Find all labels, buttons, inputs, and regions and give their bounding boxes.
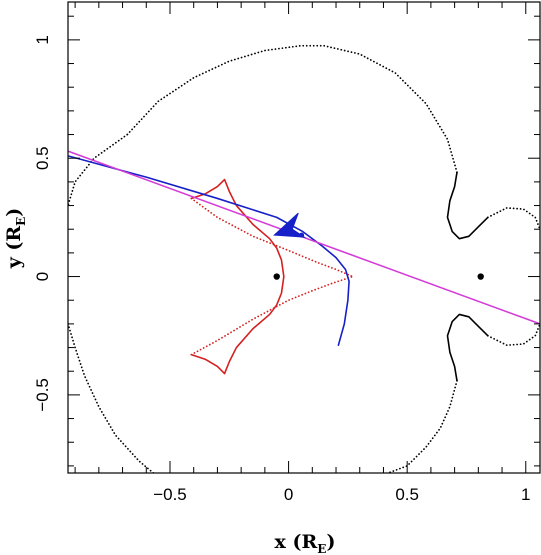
series-line-12 [68, 155, 350, 346]
y-tick-label: 1 [33, 35, 52, 44]
series-line-2 [446, 171, 489, 240]
y-axis-label: y (RE) [3, 208, 28, 270]
plot-frame [67, 1, 541, 474]
lens-left-point [273, 273, 280, 280]
x-tick-label: 0.5 [395, 485, 419, 504]
x-axis-label: x (RE) [275, 531, 336, 555]
x-tick-label: 1 [521, 485, 530, 504]
series-line-7 [387, 379, 458, 473]
series-line-1 [126, 44, 458, 174]
series-line-4 [446, 313, 489, 382]
plot-curves [68, 44, 540, 473]
y-tick-labels: −0.5 0 0.5 1 [33, 35, 52, 412]
x-tick-label: 0 [284, 485, 293, 504]
plot-points [273, 212, 484, 280]
y-tick-label: 0.5 [33, 146, 52, 170]
source-direction-arrow [273, 212, 307, 238]
y-tick-label: 0 [33, 272, 52, 281]
axis-ticks [68, 2, 540, 473]
y-tick-label: −0.5 [33, 378, 52, 412]
source-position-marker [299, 232, 305, 238]
series-line-3 [486, 207, 540, 231]
x-tick-label: −0.5 [153, 485, 187, 504]
series-line-6 [68, 323, 155, 473]
series-line-5 [486, 323, 540, 347]
series-line-10 [190, 197, 354, 278]
lens-right-point [477, 273, 484, 280]
x-tick-labels: −0.5 0 0.5 1 [153, 485, 530, 504]
series-line-11 [190, 275, 354, 356]
series-line-0 [68, 133, 129, 207]
series-line-8 [190, 178, 285, 278]
series-line-9 [190, 275, 285, 375]
